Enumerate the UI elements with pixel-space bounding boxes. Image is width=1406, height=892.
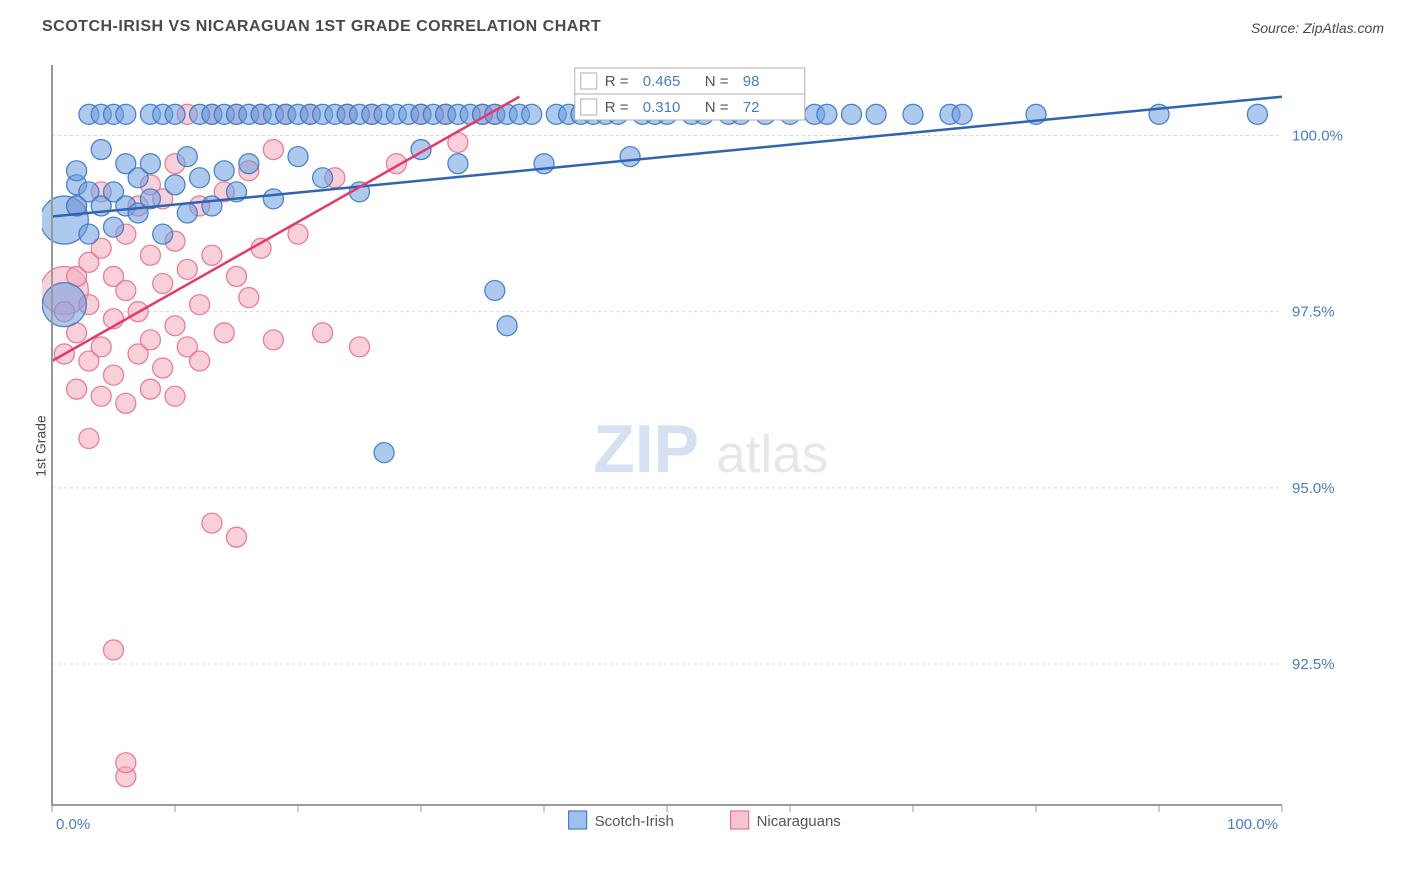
chart-source: Source: ZipAtlas.com <box>1251 20 1384 36</box>
svg-text:0.465: 0.465 <box>643 73 681 90</box>
svg-text:Scotch-Irish: Scotch-Irish <box>595 813 674 830</box>
x-tick-label: 100.0% <box>1227 816 1278 833</box>
svg-text:atlas: atlas <box>716 425 828 484</box>
svg-text:0.310: 0.310 <box>643 99 681 116</box>
svg-text:N =: N = <box>705 73 729 90</box>
svg-text:Nicaraguans: Nicaraguans <box>757 813 841 830</box>
chart-title: SCOTCH-IRISH VS NICARAGUAN 1ST GRADE COR… <box>42 18 601 36</box>
svg-text:98: 98 <box>743 73 760 90</box>
svg-text:R =: R = <box>605 73 629 90</box>
y-tick-label: 92.5% <box>1292 656 1335 673</box>
scatter-chart: ZIP atlas 92.5% 95.0% 97.5% 100.0% 0.0% 100.0% R… <box>42 55 1362 845</box>
y-tick-label: 100.0% <box>1292 127 1343 144</box>
x-tick-label: 0.0% <box>56 816 90 833</box>
y-tick-label: 97.5% <box>1292 304 1335 321</box>
legend: Scotch-Irish Nicaraguans <box>569 811 841 830</box>
svg-text:R =: R = <box>605 99 629 116</box>
stats-box: R = 0.465 N = 98 R = 0.310 N = 72 <box>575 68 805 120</box>
svg-text:ZIP: ZIP <box>593 411 699 487</box>
y-tick-label: 95.0% <box>1292 480 1335 497</box>
svg-text:72: 72 <box>743 99 760 116</box>
svg-text:N =: N = <box>705 99 729 116</box>
